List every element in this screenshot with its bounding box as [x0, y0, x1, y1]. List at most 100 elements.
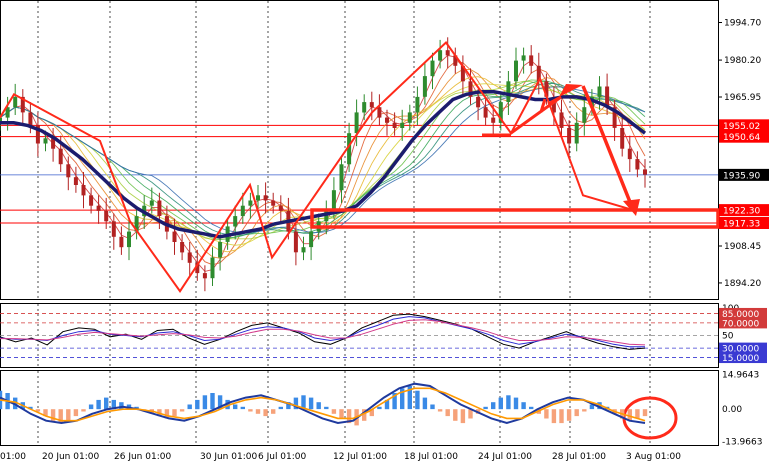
- candle-body: [362, 102, 367, 113]
- macd-bar: [415, 390, 420, 410]
- macd-bar: [513, 397, 519, 410]
- candle-body: [248, 200, 253, 206]
- candle-body: [172, 231, 177, 242]
- level-badge-label: 1955.02: [723, 122, 760, 132]
- candle-body: [5, 107, 10, 118]
- price-tick-label: 1908.45: [724, 242, 761, 252]
- candle-body: [529, 55, 534, 66]
- time-tick-label: 6 Jul 01:00: [258, 452, 307, 462]
- candle-body: [377, 107, 382, 118]
- candle-body: [400, 122, 405, 128]
- candle-body: [195, 262, 200, 274]
- level-badge-label: 1917.33: [723, 219, 760, 229]
- macd-bar: [217, 395, 223, 410]
- price-tick-label: 1994.70: [724, 19, 761, 29]
- candle-body: [111, 221, 116, 237]
- price-tick-label: 1965.95: [724, 93, 761, 103]
- macd-bar: [316, 402, 321, 410]
- candle-body: [127, 231, 131, 248]
- candle-body: [240, 205, 245, 217]
- macd-bar: [187, 404, 192, 410]
- candle-body: [491, 117, 496, 123]
- macd-bar: [81, 409, 86, 412]
- macd-bar: [179, 409, 185, 412]
- candle-body: [476, 96, 481, 108]
- macd-bar: [483, 406, 488, 410]
- candle-body: [551, 96, 556, 113]
- macd-bar: [210, 393, 215, 410]
- candle-body: [81, 185, 86, 196]
- macd-bar: [50, 409, 56, 421]
- macd-tick-label: -13.9663: [722, 437, 762, 447]
- macd-bar: [566, 409, 572, 421]
- candle-body: [293, 231, 298, 253]
- macd-bar: [430, 404, 435, 410]
- oscillator-level-label: 15.0000: [722, 354, 759, 364]
- candle-body: [66, 164, 71, 178]
- macd-tick-label: 14.9643: [722, 371, 759, 381]
- oscillator-level-label: 70.0000: [722, 319, 759, 329]
- macd-bar: [460, 409, 466, 424]
- candle-body: [28, 112, 33, 126]
- macd-bar: [369, 409, 374, 417]
- support-zone-box: [310, 208, 720, 229]
- candle-body: [73, 177, 78, 185]
- macd-bar: [233, 404, 238, 410]
- candle-body: [521, 55, 526, 61]
- candle-body: [407, 112, 412, 123]
- macd-bar: [119, 402, 124, 410]
- candle-body: [20, 96, 25, 113]
- macd-bar: [589, 404, 595, 410]
- ribbon-line: [0, 86, 646, 234]
- macd-bar: [407, 386, 412, 410]
- macd-bar: [308, 397, 314, 410]
- macd-bar: [422, 397, 428, 410]
- candle-body: [43, 138, 48, 144]
- macd-bar: [506, 395, 511, 410]
- down-arrow-head: [623, 199, 640, 216]
- ma-main-line: [0, 89, 647, 239]
- candle-body: [620, 128, 625, 149]
- macd-bar: [544, 409, 549, 419]
- candle-body: [422, 76, 427, 97]
- candle-body: [104, 210, 109, 222]
- oscillator-level-badge: [719, 352, 767, 364]
- time-tick-label: 24 Jul 01:00: [478, 452, 532, 462]
- macd-bar: [248, 409, 253, 412]
- candle-body: [369, 102, 374, 108]
- candle-body: [514, 60, 518, 82]
- candle-body: [627, 148, 632, 160]
- macd-bar: [521, 402, 526, 410]
- macd-bar: [66, 409, 71, 421]
- candle-body: [544, 81, 549, 97]
- macd-bar: [635, 409, 640, 419]
- candle-body: [202, 273, 207, 279]
- time-tick-label: 30 Jun 01:00: [200, 452, 257, 462]
- candle-body: [13, 96, 18, 108]
- candle-body: [635, 159, 640, 170]
- macd-tick-label: 0.00: [722, 405, 742, 415]
- candle-body: [233, 216, 238, 227]
- macd-bar: [642, 409, 648, 417]
- candle-body: [483, 107, 488, 118]
- macd-axis: 14.9643 0.00 -13.9663: [722, 371, 762, 448]
- macd-bar: [362, 409, 367, 421]
- candle-body: [149, 200, 154, 206]
- macd-bar: [437, 409, 443, 412]
- candle-body: [331, 190, 336, 211]
- time-tick-label: 18 Jul 01:00: [404, 452, 458, 462]
- macd-bar: [529, 406, 534, 410]
- macd-bar: [96, 399, 101, 410]
- candle-body: [35, 125, 40, 144]
- candle-body: [96, 205, 101, 211]
- macd-bar: [582, 409, 587, 412]
- candle-body: [498, 102, 503, 123]
- macd-bar: [104, 397, 109, 410]
- candle-body: [597, 86, 602, 97]
- candle-body: [430, 60, 435, 77]
- candle-body: [589, 96, 594, 108]
- oscillator-level-label: 85.0000: [722, 310, 759, 320]
- candle-body: [324, 210, 329, 222]
